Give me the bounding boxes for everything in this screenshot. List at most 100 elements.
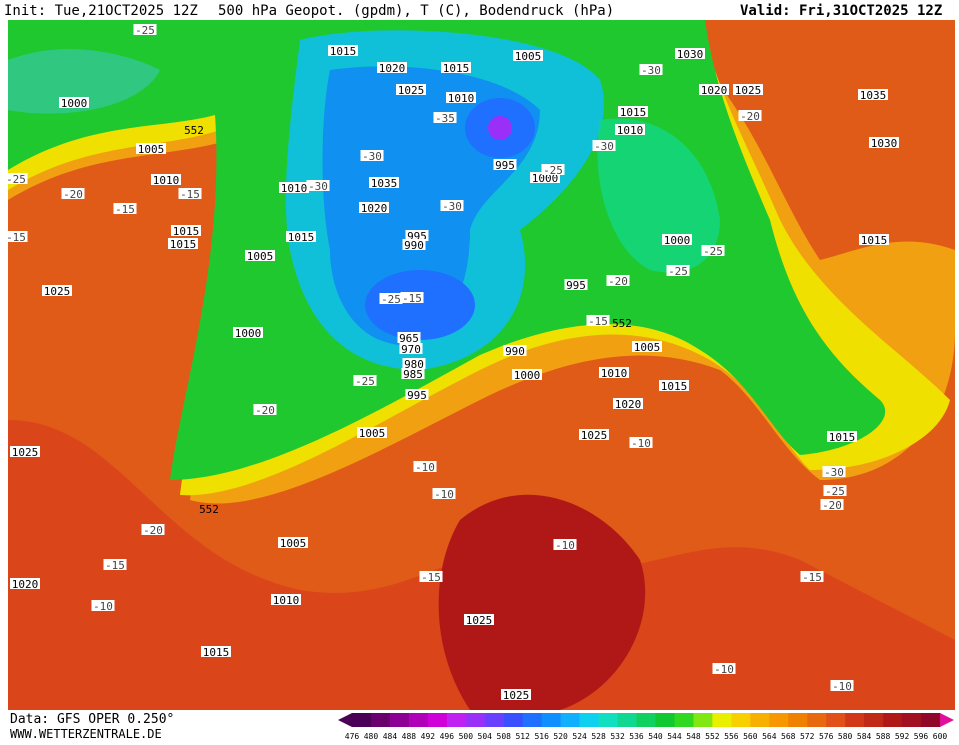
isobar-label-bg xyxy=(659,380,689,391)
colorbar-cell xyxy=(807,713,827,727)
colorbar-label: 488 xyxy=(402,732,417,741)
temperature-label-bg xyxy=(91,600,115,611)
geopotential-label: 552 xyxy=(612,317,632,330)
colorbar-cell xyxy=(352,713,372,727)
isobar-label-bg xyxy=(441,62,471,73)
colorbar-cell xyxy=(883,713,903,727)
colorbar-cell xyxy=(503,713,524,727)
isobar-label-bg xyxy=(402,358,426,369)
isobar-label-bg xyxy=(171,225,201,236)
temperature-label-bg xyxy=(133,24,157,35)
isobar-label-bg xyxy=(579,429,609,440)
colorbar-cell xyxy=(465,713,486,727)
map-field xyxy=(8,20,955,710)
colorbar-label: 596 xyxy=(914,732,929,741)
temperature-label-bg xyxy=(553,539,577,550)
isobar-label-bg xyxy=(359,202,389,213)
colorbar-label: 548 xyxy=(686,732,701,741)
isobar-label: 1025 xyxy=(503,689,530,702)
colorbar-arrow-left xyxy=(338,713,352,727)
colorbar-cell xyxy=(902,713,922,727)
colorbar-label: 480 xyxy=(364,732,379,741)
temperature-label-bg xyxy=(440,200,464,211)
colorbar-label: 552 xyxy=(705,732,720,741)
isobar-label-bg xyxy=(699,84,729,95)
isobar-label-bg xyxy=(279,182,309,193)
temperature-label-bg xyxy=(379,293,403,304)
isobar-label: 1015 xyxy=(661,380,688,393)
colorbar-cell xyxy=(712,713,732,727)
isobar-label-bg xyxy=(513,50,543,61)
colorbar-cell xyxy=(769,713,789,727)
colorbar-label: 540 xyxy=(648,732,663,741)
colorbar-cell xyxy=(560,713,581,727)
isobar-label: 1005 xyxy=(515,50,542,63)
isobar-label: 1005 xyxy=(359,427,386,440)
colorbar-cell xyxy=(655,713,675,727)
colorbar-label: 496 xyxy=(440,732,455,741)
isobar-label: 990 xyxy=(505,345,525,358)
colorbar-cell xyxy=(674,713,694,727)
isobar-label: 1010 xyxy=(153,174,180,187)
isobar-label-bg xyxy=(396,84,426,95)
temperature-label: -10 xyxy=(631,437,651,450)
isobar-label: 1015 xyxy=(170,238,197,251)
isobar-label: 1005 xyxy=(138,143,165,156)
isobar-label: 1015 xyxy=(861,234,888,247)
colorbar-label: 512 xyxy=(515,732,530,741)
temperature-label: -15 xyxy=(421,571,441,584)
temperature-label: -25 xyxy=(703,245,723,258)
colorbar-label: 492 xyxy=(421,732,436,741)
isobar-label: 1005 xyxy=(280,537,307,550)
isobar-label-bg xyxy=(493,159,517,170)
colorbar-cell xyxy=(845,713,865,727)
isobar-label-bg xyxy=(397,332,421,343)
isobar-label-bg xyxy=(405,230,429,241)
colorbar-label: 584 xyxy=(857,732,872,741)
temperature-label: -30 xyxy=(824,466,844,479)
colorbar-cell xyxy=(579,713,600,727)
colorbar-label: 592 xyxy=(895,732,910,741)
temperature-label: -30 xyxy=(641,64,661,77)
temperature-label: -15 xyxy=(402,292,422,305)
temperature-label: -10 xyxy=(434,488,454,501)
temperature-label-bg xyxy=(113,203,137,214)
isobar-label: 1015 xyxy=(173,225,200,238)
colorbar-cell xyxy=(427,713,448,727)
isobar-label: 1020 xyxy=(12,578,39,591)
isobar-label-bg xyxy=(530,172,560,183)
temperature-label: -30 xyxy=(594,140,614,153)
isobar-label: 1015 xyxy=(288,231,315,244)
colorbar-label: 484 xyxy=(383,732,398,741)
isobar-label: 1000 xyxy=(514,369,541,382)
isobar-label-bg xyxy=(464,614,494,625)
colorbar-label: 544 xyxy=(667,732,682,741)
isobar-label-bg xyxy=(859,234,889,245)
isobar-label: 1025 xyxy=(398,84,425,97)
isobar-label: 1010 xyxy=(617,124,644,137)
temperature-label-bg xyxy=(822,466,846,477)
temperature-label: -10 xyxy=(555,539,575,552)
colorbar-label: 528 xyxy=(591,732,606,741)
colorbar-cell xyxy=(864,713,884,727)
footer-site: WWW.WETTERZENTRALE.DE xyxy=(10,727,162,741)
colorbar-cell xyxy=(484,713,505,727)
colorbar-cell xyxy=(617,713,638,727)
colorbar-label: 516 xyxy=(534,732,549,741)
temperature-label-bg xyxy=(360,150,384,161)
isobar-label-bg xyxy=(662,234,692,245)
colorbar-cell xyxy=(636,713,656,727)
temperature-label-bg xyxy=(666,265,690,276)
temperature-label-bg xyxy=(586,315,610,326)
temperature-label-bg xyxy=(178,188,202,199)
temperature-label-bg xyxy=(400,292,424,303)
isobar-label: 1020 xyxy=(701,84,728,97)
temperature-label-bg xyxy=(141,524,165,535)
colorbar-cell xyxy=(522,713,543,727)
temperature-label: -20 xyxy=(740,110,760,123)
labels: 1015 1020 1015 1005 1030 1000 1025 1010 1020 1025… xyxy=(4,24,899,702)
colorbar-arrow-right xyxy=(940,713,954,727)
isobar-label: 1035 xyxy=(860,89,887,102)
temperature-label: -20 xyxy=(143,524,163,537)
temperature-label: -15 xyxy=(115,203,135,216)
